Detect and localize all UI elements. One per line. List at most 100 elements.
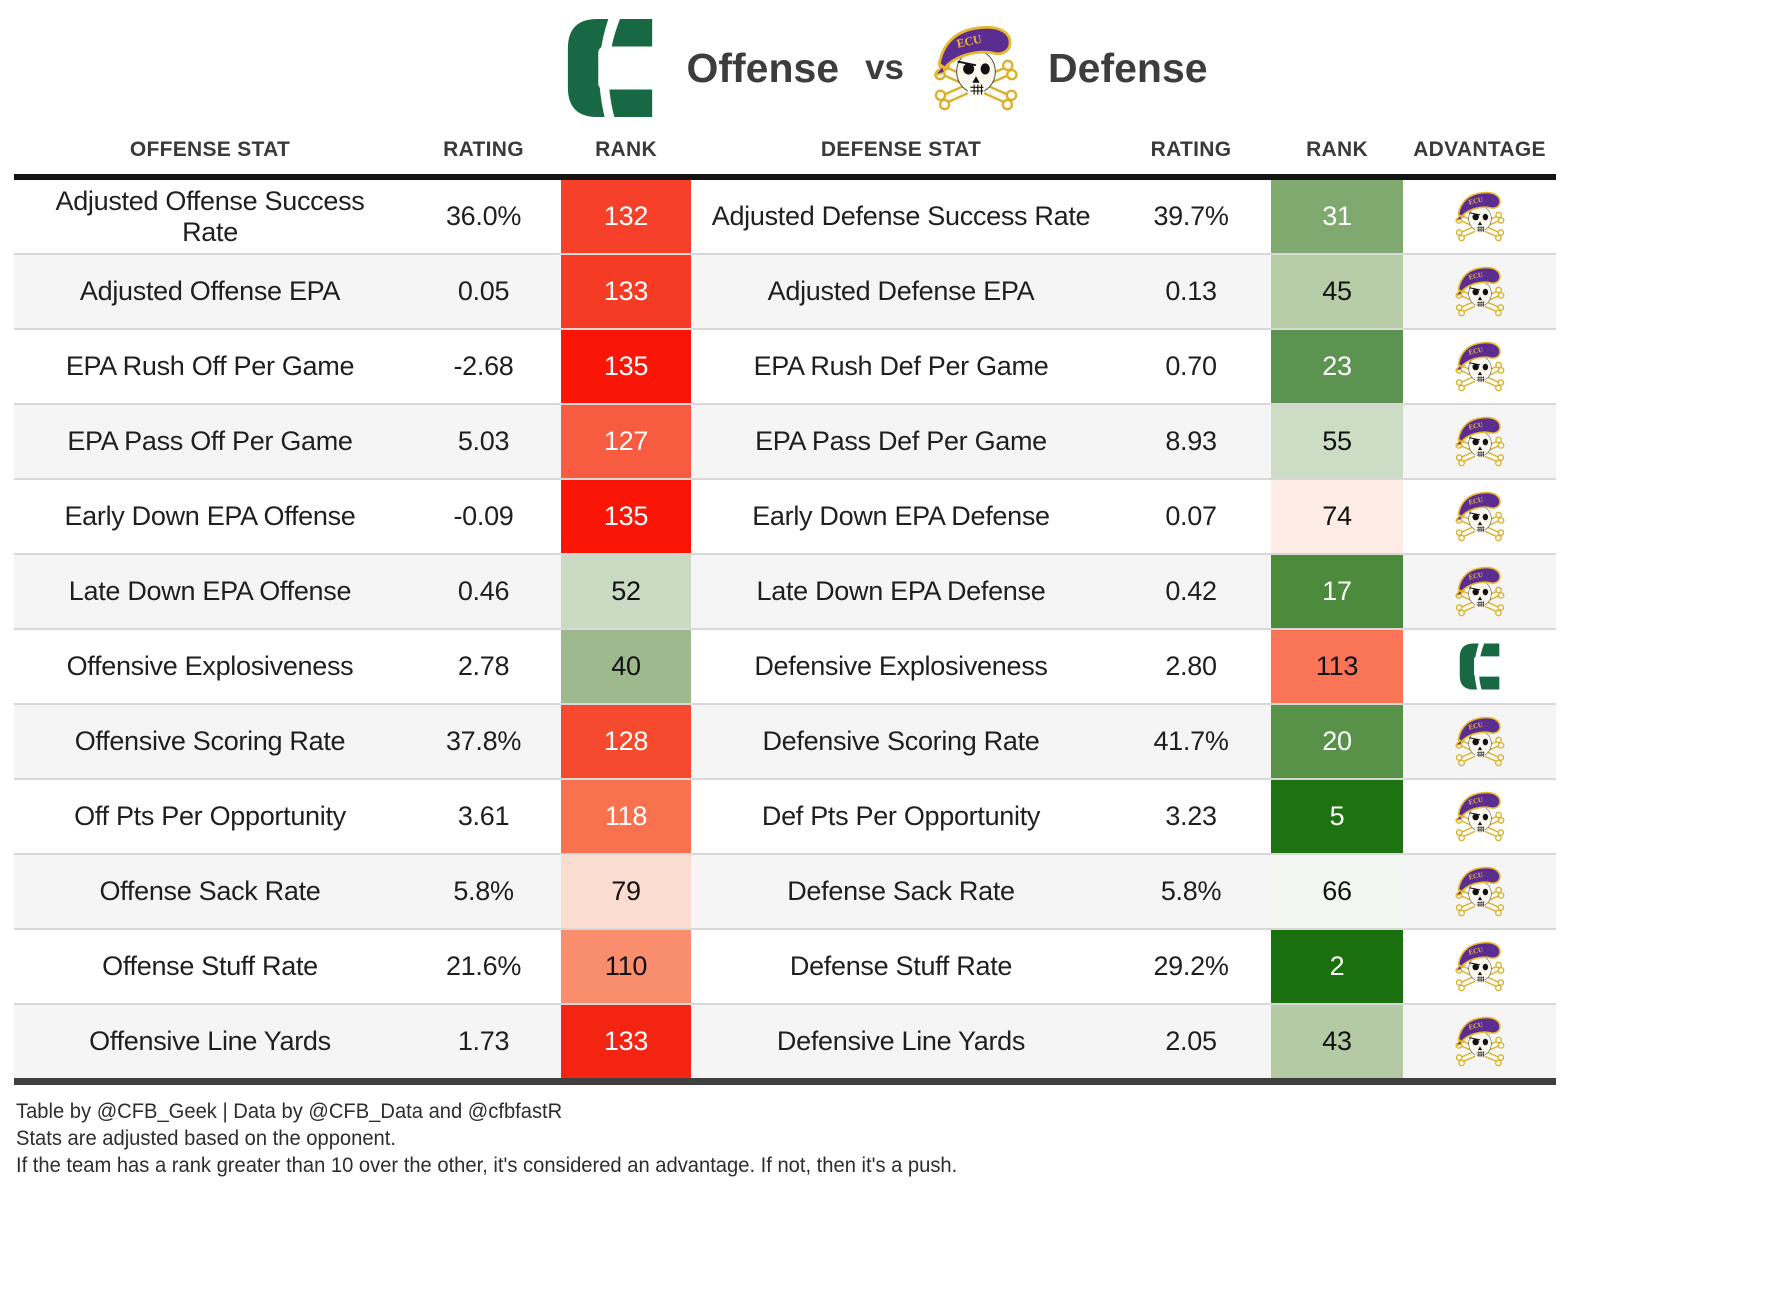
defense-rank-cell: 74 [1271, 479, 1403, 554]
defense-rating-value: 0.07 [1165, 501, 1217, 531]
charlotte-logo-icon [562, 17, 660, 119]
defense-rank-cell: 5 [1271, 779, 1403, 854]
defense-rank-cell: 45 [1271, 254, 1403, 329]
defense-stat-label: Early Down EPA Defense [752, 501, 1050, 531]
offense-rank-cell: 118 [561, 779, 691, 854]
offense-rank-cell: 52 [561, 554, 691, 629]
advantage-cell [1403, 929, 1556, 1004]
offense-rank-cell: 132 [561, 177, 691, 254]
defense-stat-label: Def Pts Per Opportunity [761, 801, 1041, 831]
charlotte-logo-icon [1457, 642, 1503, 691]
offense-rating-value: 36.0% [445, 201, 522, 231]
title-defense: Defense [1048, 44, 1208, 91]
offense-rating-value: 2.78 [457, 651, 510, 681]
column-header-advantage: ADVANTAGE [1413, 138, 1546, 161]
ecu-logo-icon [1453, 263, 1507, 320]
offense-stat-label: Adjusted Offense Success Rate [55, 185, 365, 247]
offense-stat-label: Offensive Explosiveness [66, 651, 354, 681]
offense-stat-label: EPA Rush Off Per Game [65, 351, 355, 381]
ecu-logo-icon [1453, 563, 1507, 620]
ecu-logo-icon [1453, 938, 1507, 995]
table-row: Adjusted Offense EPA 0.05 133 Adjusted D… [14, 254, 1556, 329]
defense-stat-label: Adjusted Defense EPA [767, 276, 1035, 306]
table-row: EPA Rush Off Per Game -2.68 135 EPA Rush… [14, 329, 1556, 404]
defense-rating-value: 5.8% [1160, 876, 1222, 906]
column-header-offense-stat: OFFENSE STAT [129, 138, 291, 161]
ecu-logo-icon [1453, 188, 1507, 245]
defense-stat-label: Late Down EPA Defense [756, 576, 1046, 606]
defense-rating-value: 0.13 [1165, 276, 1217, 306]
footer-notes: Table by @CFB_Geek | Data by @CFB_Data a… [16, 1098, 1770, 1179]
offense-rating-value: 37.8% [445, 726, 522, 756]
table-row: Offense Stuff Rate 21.6% 110 Defense Stu… [14, 929, 1556, 1004]
ecu-logo-icon [1453, 713, 1507, 770]
offense-rank-cell: 79 [561, 854, 691, 929]
advantage-cell [1403, 629, 1556, 704]
column-header-offense-rank: RANK [595, 138, 657, 161]
table-row: Offensive Scoring Rate 37.8% 128 Defensi… [14, 704, 1556, 779]
advantage-cell [1403, 254, 1556, 329]
table-row: Off Pts Per Opportunity 3.61 118 Def Pts… [14, 779, 1556, 854]
page-title: Offense vs Defense [0, 0, 1770, 130]
defense-stat-label: Adjusted Defense Success Rate [711, 201, 1091, 231]
offense-rating-value: 5.03 [457, 426, 510, 456]
offense-stat-label: Offense Stuff Rate [102, 951, 318, 981]
advantage-cell [1403, 554, 1556, 629]
advantage-cell [1403, 404, 1556, 479]
footer-note-advantage-rule: If the team has a rank greater than 10 o… [16, 1154, 958, 1177]
defense-rating-value: 0.70 [1165, 351, 1217, 381]
offense-stat-label: Offensive Line Yards [89, 1026, 331, 1056]
defense-rating-value: 2.80 [1165, 651, 1217, 681]
column-header-defense-stat: DEFENSE STAT [820, 138, 982, 161]
ecu-logo-icon [1453, 788, 1507, 845]
offense-stat-label: Off Pts Per Opportunity [74, 801, 346, 831]
defense-stat-label: Defensive Explosiveness [754, 651, 1048, 681]
offense-rank-cell: 128 [561, 704, 691, 779]
table-row: Adjusted Offense Success Rate 36.0% 132 … [14, 177, 1556, 254]
column-header-offense-rating: RATING [443, 138, 524, 161]
ecu-logo-icon [1453, 1013, 1507, 1070]
defense-stat-label: EPA Pass Def Per Game [755, 426, 1047, 456]
advantage-cell [1403, 479, 1556, 554]
defense-stat-label: EPA Rush Def Per Game [753, 351, 1049, 381]
table-row: Offensive Explosiveness 2.78 40 Defensiv… [14, 629, 1556, 704]
offense-stat-label: Late Down EPA Offense [68, 576, 352, 606]
header-row: OFFENSE STAT RATING RANK DEFENSE STAT RA… [14, 130, 1556, 177]
advantage-cell [1403, 329, 1556, 404]
defense-rating-value: 3.23 [1165, 801, 1217, 831]
advantage-cell [1403, 704, 1556, 779]
offense-stat-label: Early Down EPA Offense [64, 501, 356, 531]
advantage-cell [1403, 1004, 1556, 1082]
defense-rank-cell: 31 [1271, 177, 1403, 254]
defense-rating-value: 39.7% [1153, 201, 1229, 231]
defense-rating-value: 41.7% [1153, 726, 1229, 756]
table-body: Adjusted Offense Success Rate 36.0% 132 … [14, 177, 1556, 1082]
defense-rank-cell: 20 [1271, 704, 1403, 779]
ecu-logo-icon [1453, 338, 1507, 395]
column-header-defense-rating: RATING [1150, 138, 1232, 161]
footer-credit-line: Table by @CFB_Geek | Data by @CFB_Data a… [16, 1100, 563, 1123]
table-row: Offensive Line Yards 1.73 133 Defensive … [14, 1004, 1556, 1082]
title-vs: vs [865, 48, 905, 87]
offense-rank-cell: 127 [561, 404, 691, 479]
defense-stat-label: Defense Stuff Rate [789, 951, 1013, 981]
offense-rating-value: 1.73 [457, 1026, 510, 1056]
defense-rating-value: 2.05 [1165, 1026, 1217, 1056]
defense-stat-label: Defensive Scoring Rate [762, 726, 1040, 756]
offense-rank-cell: 133 [561, 1004, 691, 1082]
advantage-cell [1403, 177, 1556, 254]
offense-rating-value: 0.05 [457, 276, 510, 306]
column-header-defense-rank: RANK [1306, 138, 1368, 161]
offense-rating-value: 5.8% [453, 876, 514, 906]
offense-rating-value: 0.46 [457, 576, 510, 606]
table-row: EPA Pass Off Per Game 5.03 127 EPA Pass … [14, 404, 1556, 479]
offense-rank-cell: 133 [561, 254, 691, 329]
ecu-logo-icon [1453, 863, 1507, 920]
defense-rating-value: 8.93 [1165, 426, 1217, 456]
defense-stat-label: Defense Sack Rate [787, 876, 1015, 906]
page: Offense vs Defense OFFENSE STAT RATING R… [0, 0, 1770, 1179]
ecu-logo-icon [1453, 413, 1507, 470]
offense-rank-cell: 40 [561, 629, 691, 704]
table-row: Late Down EPA Offense 0.46 52 Late Down … [14, 554, 1556, 629]
defense-rank-cell: 66 [1271, 854, 1403, 929]
